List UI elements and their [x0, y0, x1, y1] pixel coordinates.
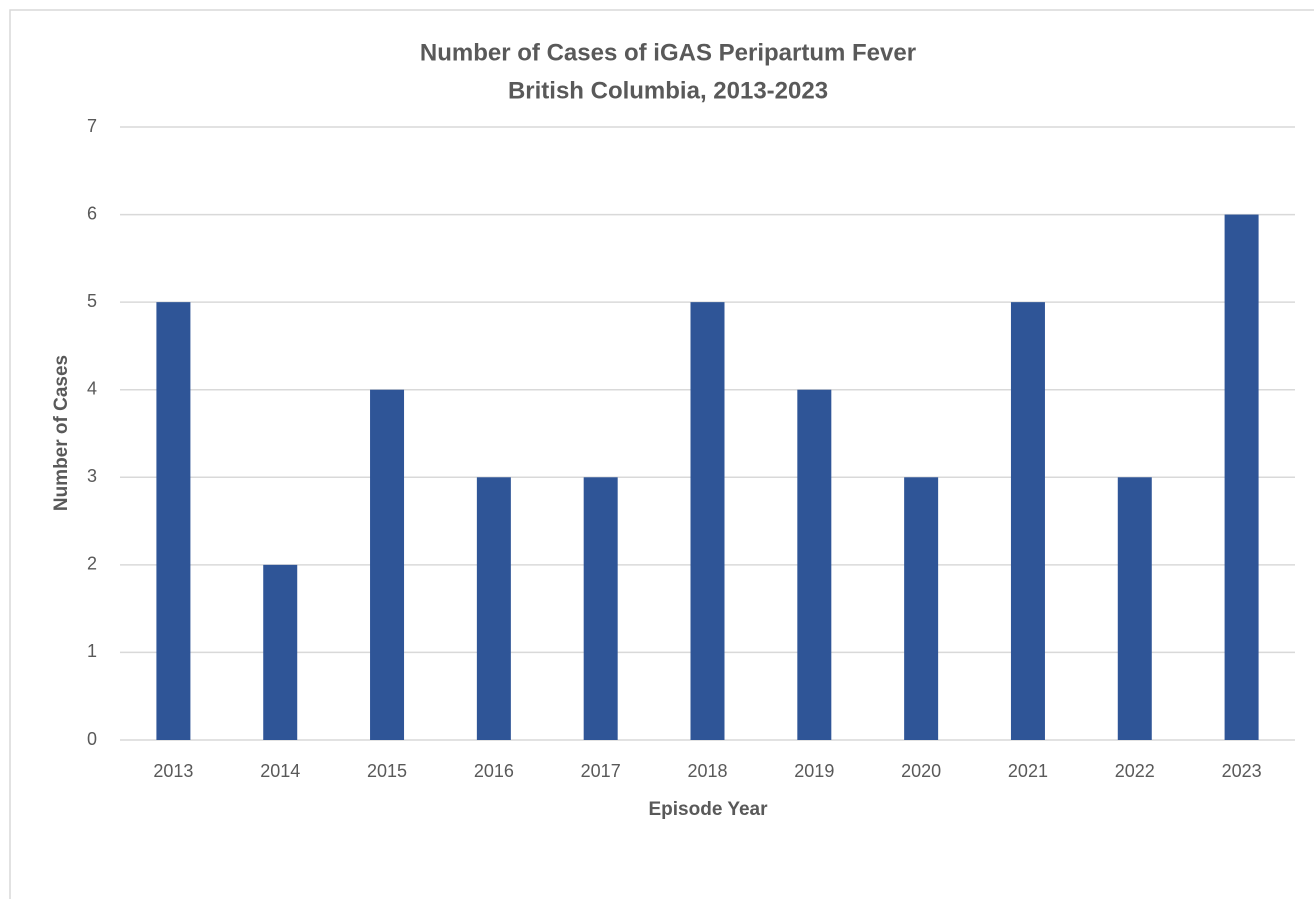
bar — [583, 477, 618, 740]
x-tick-label: 2019 — [794, 761, 834, 781]
bar — [156, 302, 191, 740]
bar — [1117, 477, 1152, 740]
chart-title: Number of Cases of iGAS Peripartum Fever — [420, 39, 916, 66]
x-tick-label: 2014 — [260, 761, 300, 781]
chart-subtitle: British Columbia, 2013-2023 — [508, 77, 828, 104]
y-tick-label: 6 — [87, 203, 97, 223]
y-tick-label: 2 — [87, 554, 97, 574]
x-tick-label: 2016 — [474, 761, 514, 781]
chart-frame — [9, 9, 1314, 899]
x-tick-label: 2015 — [367, 761, 407, 781]
bar — [370, 389, 405, 740]
bar — [690, 302, 725, 740]
y-tick-label: 5 — [87, 291, 97, 311]
x-tick-label: 2022 — [1115, 761, 1155, 781]
y-axis-title: Number of Cases — [51, 355, 72, 511]
y-tick-label: 4 — [87, 378, 97, 398]
x-tick-label: 2017 — [581, 761, 621, 781]
y-tick-label: 1 — [87, 641, 97, 661]
bar — [797, 389, 832, 740]
x-tick-label: 2020 — [901, 761, 941, 781]
bar — [1224, 214, 1259, 741]
x-tick-label: 2021 — [1008, 761, 1048, 781]
y-tick-label: 3 — [87, 466, 97, 486]
x-tick-label: 2018 — [687, 761, 727, 781]
bar — [263, 564, 298, 740]
x-axis-title: Episode Year — [649, 799, 769, 820]
y-tick-label: 7 — [87, 116, 97, 136]
bar — [476, 477, 511, 740]
bar — [904, 477, 939, 740]
bar — [1010, 302, 1045, 740]
x-tick-label: 2023 — [1222, 761, 1262, 781]
y-tick-label: 0 — [87, 729, 97, 749]
x-tick-label: 2013 — [153, 761, 193, 781]
